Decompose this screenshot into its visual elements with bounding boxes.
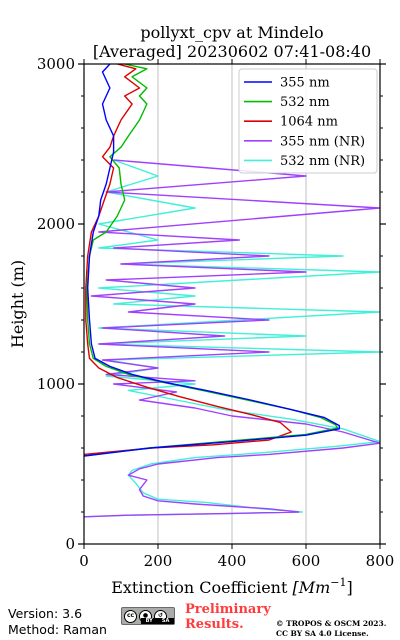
cc-by-label: BY [145,618,153,624]
cc-license-badge: cc ● ↺ BY SA [121,607,175,625]
series-line-355-nm-nr [84,159,380,518]
copyright-notice: © TROPOS & OSCM 2023. CC BY SA 4.0 Licen… [276,619,386,639]
x-axis-label-exponent: −1 [330,576,346,589]
x-tick-label: 600 [292,552,321,570]
x-axis-label-close: ] [347,578,353,597]
y-tick-label: 1000 [37,375,75,393]
y-tick-label: 2000 [37,215,75,233]
series-line-1064-nm [84,64,292,456]
version-text: Version: 3.6 [8,606,83,621]
legend-label: 355 nm (NR) [280,134,365,149]
cc-sa-label: SA [161,618,170,624]
preliminary-line-2: Results. [185,617,244,632]
preliminary-results-notice: Preliminary Results. [185,602,271,632]
legend-label: 532 nm [280,95,330,110]
series-line-355-nm [84,64,340,457]
x-tick-label: 200 [144,552,173,570]
x-axis-label-main: Extinction Coefficient [111,578,292,597]
preliminary-line-1: Preliminary [185,602,271,617]
x-tick-label: 0 [79,552,89,570]
axis-ticks: 0 200 400 600 800 0 1000 2000 3000 [37,55,395,570]
y-tick-label: 3000 [37,55,75,73]
method-text: Method: Raman [8,622,107,637]
y-axis-label: Height (m) [8,260,27,348]
y-tick-label: 0 [65,535,75,553]
x-axis-label: Extinction Coefficient [Mm−1] [111,576,353,597]
legend: 355 nm 532 nm 1064 nm 355 nm (NR) 532 nm (NR… [238,68,378,174]
chart-title-line-1: pollyxt_cpv at Mindelo [140,23,323,42]
copyright-line-1: © TROPOS & OSCM 2023. [276,619,387,628]
x-axis-label-unit: [Mm [293,578,331,597]
series-line-532-nm-nr [84,159,380,518]
legend-box [238,68,378,174]
legend-label: 1064 nm [280,115,338,130]
chart-title-line-2: [Averaged] 20230602 07:41-08:40 [93,42,371,61]
legend-label: 355 nm [280,76,330,91]
chart: 0 200 400 600 800 0 1000 2000 3000 355 nm 532 nm 1… [8,23,395,597]
footer-info: Version: 3.6 Method: Raman [8,606,107,638]
x-tick-label: 800 [366,552,395,570]
x-tick-label: 400 [218,552,247,570]
legend-label: 532 nm (NR) [280,154,365,169]
copyright-line-2: CC BY SA 4.0 License. [276,629,369,638]
series-layer [84,64,380,518]
cc-icon: cc [124,609,137,623]
cc-badge-labels: BY SA [141,618,174,624]
